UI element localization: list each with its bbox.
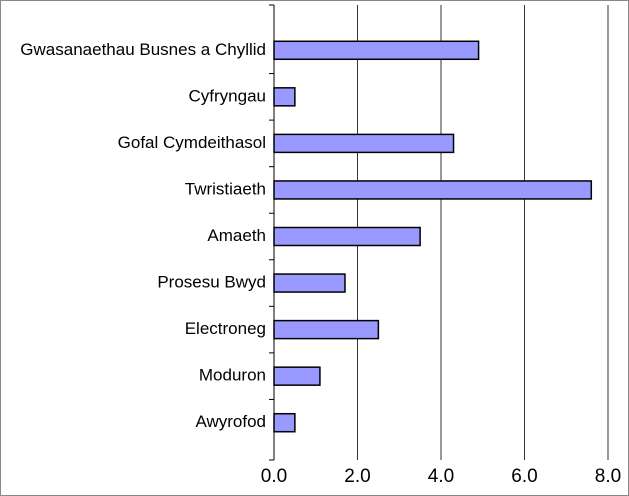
x-tick-label: 4.0 [428,466,454,487]
y-tick-label: Gwasanaethau Busnes a Chyllid [20,40,266,59]
x-tick-label: 0.0 [261,466,287,487]
y-tick-label: Electroneg [185,319,266,338]
bar [273,226,421,247]
bar [273,273,346,293]
bar [273,87,296,107]
bar [273,40,480,61]
x-tick-label: 2.0 [344,466,370,487]
y-tick-label: Prosesu Bwyd [157,273,266,292]
x-tick-label: 6.0 [511,466,537,487]
y-tick-label: Awyrofod [195,412,266,431]
y-tick-label: Gofal Cymdeithasol [118,133,266,152]
y-tick-label: Amaeth [207,226,266,245]
y-tick-label: Moduron [199,366,266,385]
bar [273,319,380,340]
y-tick-label: Cyfryngau [189,86,266,105]
bar [273,180,593,200]
bar [273,366,321,386]
bar [273,133,455,154]
bar [273,412,296,433]
y-tick-label: Twristiaeth [185,179,266,198]
x-tick-label: 8.0 [595,466,621,487]
